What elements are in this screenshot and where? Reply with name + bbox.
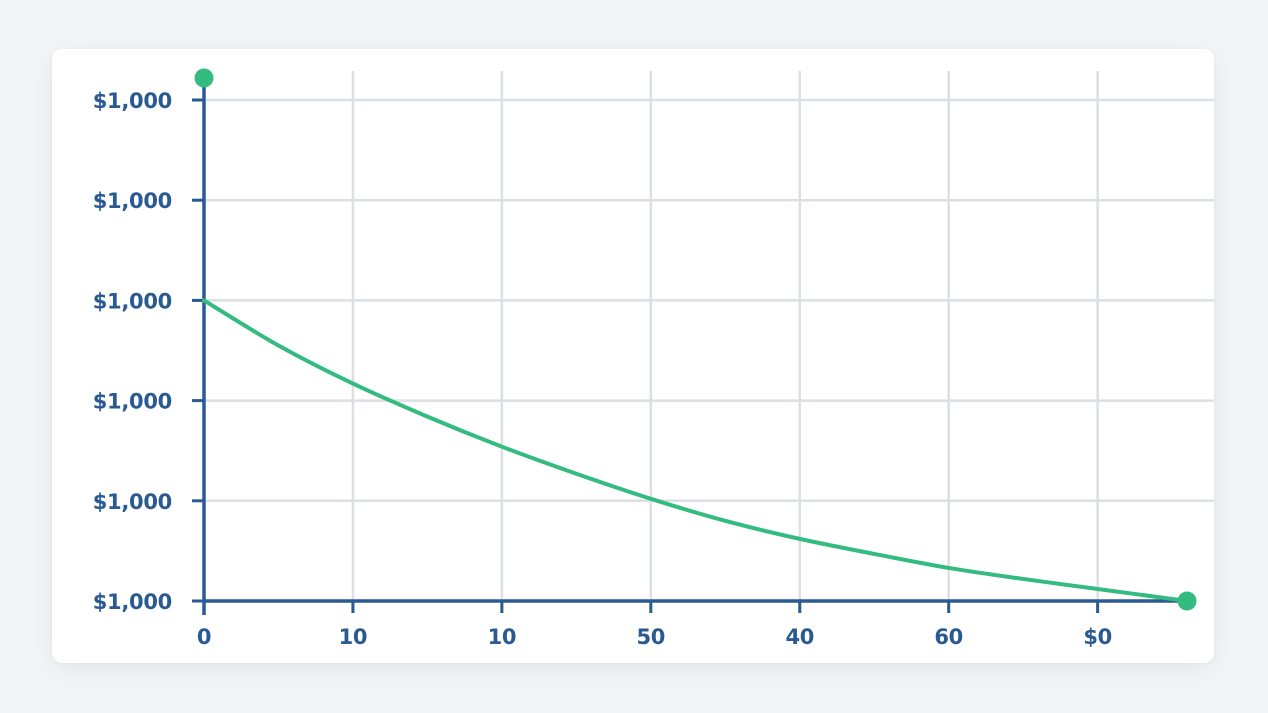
data-point-marker: [194, 68, 214, 88]
x-tick-label: $0: [1083, 625, 1112, 649]
y-tick-label: $1,000: [93, 390, 172, 414]
x-tick-label: 50: [637, 625, 666, 649]
x-tick-label: 10: [339, 625, 368, 649]
y-tick-label: $1,000: [93, 490, 172, 514]
y-tick-label: $1,000: [93, 89, 172, 113]
y-tick-label: $1,000: [93, 189, 172, 213]
chart-card: $1,000 $1,000 $1,000 $1,000 $1,000 $1,000 0 10 1…: [52, 49, 1214, 663]
x-tick-label: 60: [934, 625, 963, 649]
line-chart: $1,000 $1,000 $1,000 $1,000 $1,000 $1,000 0 10 1…: [93, 68, 1214, 649]
x-tick-label: 10: [488, 625, 517, 649]
x-tick-label: 40: [785, 625, 814, 649]
series-line: [202, 298, 1189, 603]
data-point-marker: [1177, 591, 1197, 611]
y-tick-label: $1,000: [93, 590, 172, 614]
x-tick-label: 0: [197, 625, 211, 649]
y-tick-label: $1,000: [93, 289, 172, 313]
